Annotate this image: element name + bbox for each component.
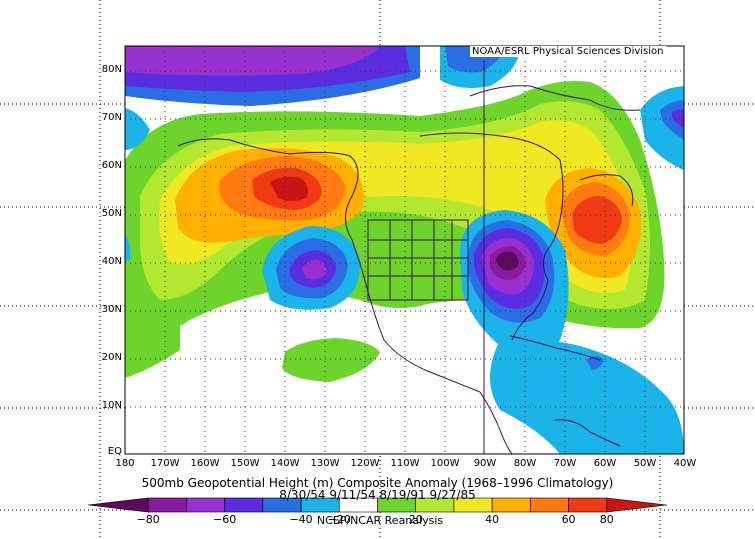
colorbar-tick-label: −80: [136, 513, 160, 526]
colorbar-tick-label: 20: [408, 513, 423, 526]
map-frame: [124, 45, 685, 455]
colorbar: [87, 497, 668, 513]
lon-label: 170W: [150, 458, 180, 469]
lon-label: 160W: [190, 458, 220, 469]
data-source: NCEP/NCAR Reanalysis: [316, 514, 444, 527]
colorbar-tick-label: −60: [213, 513, 237, 526]
lon-label: 60W: [593, 458, 617, 469]
lat-label: 10N: [101, 400, 122, 411]
lat-label: 20N: [101, 352, 122, 363]
lon-label: 120W: [350, 458, 380, 469]
colorbar-tick-label: 40: [485, 513, 500, 526]
lon-label: 140W: [270, 458, 300, 469]
lat-label: 70N: [101, 112, 122, 123]
lon-label: 40W: [673, 458, 697, 469]
coastlines: [177, 85, 641, 454]
lat-label: 40N: [101, 256, 122, 267]
colorbar-tick-label: 80: [599, 513, 614, 526]
lon-label: 110W: [390, 458, 420, 469]
lat-label: 60N: [101, 160, 122, 171]
lon-label: 150W: [230, 458, 260, 469]
lat-label: EQ: [107, 446, 122, 457]
lon-label: 180: [115, 458, 135, 469]
colorbar-tick-label: 60: [561, 513, 576, 526]
lon-label: 90W: [473, 458, 497, 469]
lon-label: 100W: [430, 458, 460, 469]
lat-label: 50N: [101, 208, 122, 219]
lat-label: 80N: [101, 64, 122, 75]
lon-label: 70W: [553, 458, 577, 469]
lat-lon-grid: [125, 46, 684, 454]
colorbar-tick-label: −20: [327, 513, 351, 526]
composite-dates: 8/30/54 9/11/54 8/19/91 9/27/85: [279, 488, 476, 502]
lon-label: 80W: [513, 458, 537, 469]
colorbar-tick-label: −40: [289, 513, 313, 526]
map-title: 500mb Geopotential Height (m) Composite …: [141, 476, 614, 490]
state-lines: [367, 219, 469, 301]
atlantic-ridge-core: [572, 196, 622, 244]
lat-label: 30N: [101, 304, 122, 315]
colorbar-segment: [606, 497, 668, 513]
lon-label: 50W: [633, 458, 657, 469]
map-field: [125, 46, 684, 454]
credit-label: NOAA/ESRL Physical Sciences Division: [470, 46, 666, 57]
lon-label: 130W: [310, 458, 340, 469]
